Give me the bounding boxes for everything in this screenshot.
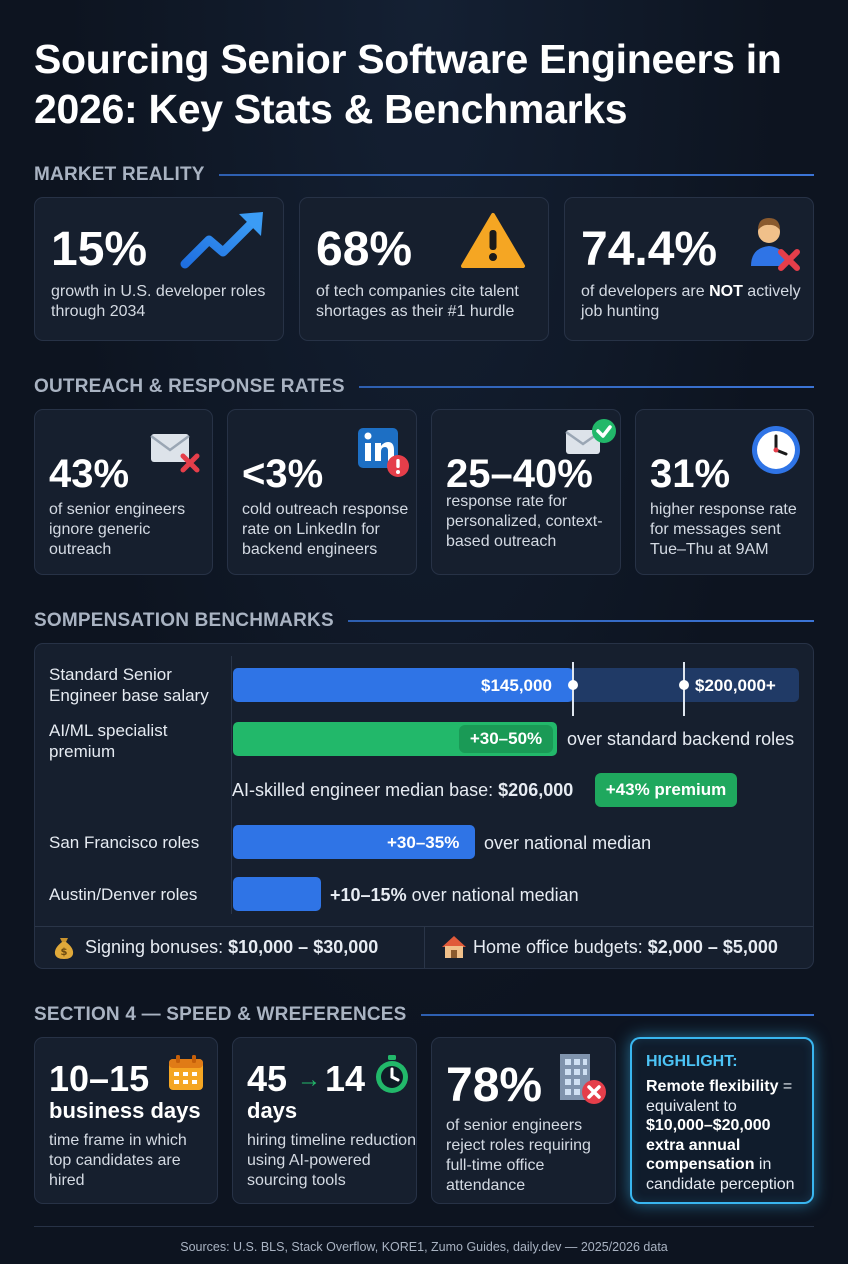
stat-desc: of senior engineers reject roles requiri… [446, 1117, 591, 1194]
section-label: SECTION 4 — SPEED & WREFERENCES [34, 1004, 407, 1025]
office-x-icon [560, 1054, 606, 1104]
highlight-callout: HIGHLIGHT: Remote flexibility = equivale… [630, 1037, 814, 1204]
svg-text:$: $ [61, 947, 68, 958]
mail-x-icon [150, 434, 200, 473]
stat-sub: business days [49, 1098, 201, 1123]
stat-value: 31% [650, 452, 731, 496]
footer-divider [34, 1226, 814, 1227]
stat-value: 10–15 [49, 1058, 150, 1099]
ai-median-line: AI-skilled engineer median base: $206,00… [232, 780, 574, 800]
stat-card-timing: 31% higher response rate for messages se… [635, 409, 814, 575]
page-title: Sourcing Senior Software Engineers in 20… [34, 36, 782, 132]
austin-bar [233, 877, 321, 911]
stat-value: <3% [242, 452, 324, 496]
salary-low-value: $145,000 [481, 676, 552, 695]
stat-card-speed: 10–15 business days time frame in which … [34, 1037, 218, 1204]
money-bag-icon: $ [54, 938, 74, 959]
stat-card-passive: 74.4% of developers are NOT actively job… [564, 197, 814, 341]
stat-desc: hiring timeline reduction using AI-power… [247, 1132, 416, 1189]
salary-marker-dot [568, 680, 578, 690]
arrow-right-icon: → [297, 1066, 321, 1093]
stat-value: 25–40% [446, 452, 593, 496]
section-divider [358, 386, 814, 388]
section-label: OUTREACH & RESPONSE RATES [34, 376, 345, 397]
stat-card-office: 78% of senior engineers reject roles req… [431, 1037, 616, 1204]
comp-label-senior: Standard Senior Engineer base salary [49, 665, 209, 705]
highlight-label: HIGHLIGHT: [646, 1053, 738, 1070]
salary-marker-dot [679, 680, 689, 690]
trend-up-icon [180, 212, 263, 269]
mail-check-icon [565, 419, 616, 454]
aiml-after-text: over standard backend roles [567, 729, 795, 749]
home-office-text: Home office budgets: $2,000 – $5,000 [473, 937, 778, 957]
stat-value: 78% [446, 1059, 543, 1112]
label-divider [231, 656, 232, 914]
stat-card-linkedin: <3% cold outreach response rate on Linke… [227, 409, 417, 575]
section-speed: SECTION 4 — SPEED & WREFERENCES [34, 1003, 814, 1027]
comp-footer-split [424, 926, 425, 968]
section-outreach: OUTREACH & RESPONSE RATES [34, 375, 814, 399]
clock-icon [752, 426, 800, 474]
stat-value: 15% [51, 223, 148, 276]
sf-after-text: over national median [484, 833, 652, 853]
stat-desc: cold outreach response rate on LinkedIn … [242, 501, 409, 558]
aiml-premium-pill: +30–50% [459, 725, 553, 753]
section-compensation: SOMPENSATION BENCHMARKS [34, 609, 814, 633]
section-divider [347, 620, 814, 622]
stat-card-personalized: 25–40% response rate for personalized, c… [431, 409, 621, 575]
stat-desc: of senior engineers ignore generic outre… [49, 501, 186, 558]
austin-after-text: +10–15% over national median [330, 885, 579, 905]
ai-median-premium-pill: +43% premium [595, 773, 737, 807]
stat-desc: higher response rate for messages sent T… [650, 501, 797, 558]
stat-value-before: 45 [247, 1058, 288, 1099]
stat-desc: time frame in which top candidates are h… [49, 1132, 187, 1189]
signing-bonus-text: Signing bonuses: $10,000 – $30,000 [85, 937, 379, 957]
stat-card-ignore: 43% of senior engineers ignore generic o… [34, 409, 213, 575]
stat-card-shortage: 68% of tech companies cite talent shorta… [299, 197, 549, 341]
stat-value-after: 14 [325, 1058, 366, 1099]
section-label: SOMPENSATION BENCHMARKS [34, 610, 334, 631]
comp-label-sf: San Francisco roles [49, 833, 200, 852]
stopwatch-icon [376, 1055, 408, 1093]
section-market-reality: MARKET REALITY [34, 163, 814, 187]
highlight-text: Remote flexibility = equivalent to $10,0… [646, 1078, 795, 1193]
warning-icon [461, 213, 525, 268]
salary-base-bar [233, 668, 573, 702]
sf-bar [233, 825, 475, 859]
salary-high-value: $200,000+ [695, 676, 776, 695]
stat-value: 74.4% [581, 223, 718, 276]
comp-label-aiml: AI/ML specialist premium [49, 721, 168, 761]
stat-card-timeline: 45 → 14 days hiring timeline reduction u… [232, 1037, 417, 1204]
section-divider [420, 1014, 814, 1016]
section-divider [218, 174, 814, 176]
home-icon [442, 936, 466, 958]
sf-bar-value: +30–35% [387, 833, 460, 852]
stat-desc: of developers are NOT actively job hunti… [581, 283, 801, 320]
stat-sub: days [247, 1098, 298, 1123]
stat-desc: response rate for personalized, context-… [446, 493, 603, 550]
stat-desc: growth in U.S. developer roles through 2… [51, 283, 266, 320]
person-x-icon [751, 218, 800, 271]
stat-value: 43% [49, 452, 130, 496]
linkedin-alert-icon [358, 428, 409, 477]
stat-value: 68% [316, 223, 413, 276]
compensation-panel: Standard Senior Engineer base salary $14… [34, 643, 814, 969]
sources-footnote: Sources: U.S. BLS, Stack Overflow, KORE1… [180, 1240, 668, 1254]
stat-desc: of tech companies cite talent shortages … [316, 283, 519, 320]
stat-card-growth: 15% growth in U.S. developer roles throu… [34, 197, 284, 341]
comp-label-austin: Austin/Denver roles [49, 885, 198, 904]
calendar-icon [169, 1055, 203, 1090]
section-label: MARKET REALITY [34, 164, 205, 185]
